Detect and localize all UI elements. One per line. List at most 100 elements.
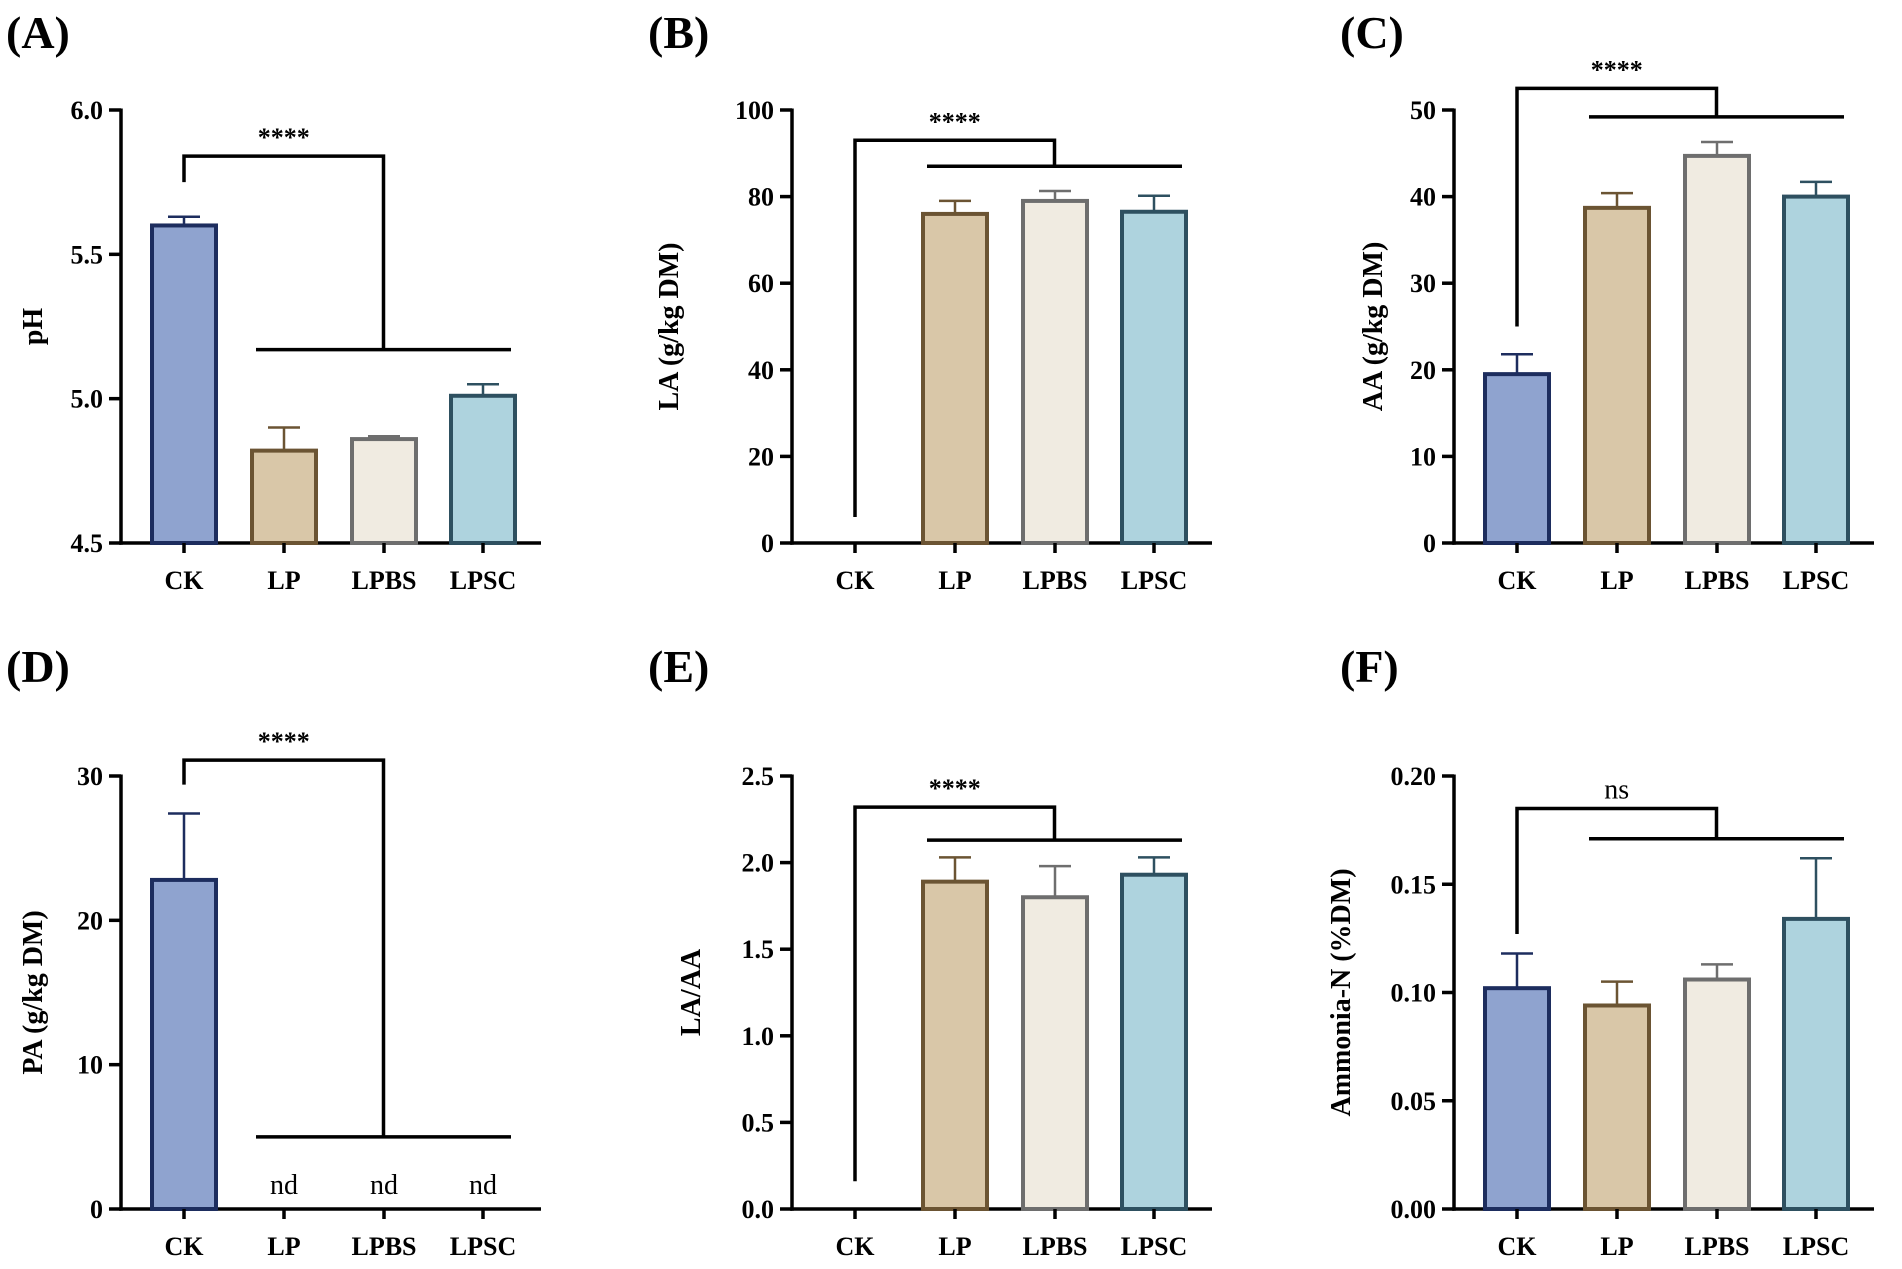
bar-lp — [921, 879, 989, 1211]
y-tick-label: 0.00 — [1391, 1195, 1437, 1224]
y-tick-label: 0 — [90, 1195, 103, 1224]
panel-label: (D) — [6, 641, 70, 692]
panel-f: (F) 0.00 0.05 0.10 0.15 0.20 Ammonia-N (%DM) CK… — [1326, 641, 1874, 1261]
y-axis-title: pH — [18, 308, 49, 346]
y-tick-label: 20 — [748, 442, 774, 471]
x-tick-label: CK — [165, 1232, 205, 1261]
y-tick-label: 2.5 — [742, 762, 775, 791]
y-tick-label: 1.0 — [742, 1022, 775, 1051]
significance-label: ns — [1604, 774, 1629, 805]
y-tick-label: 60 — [748, 269, 774, 298]
y-tick-label: 0 — [761, 529, 774, 558]
bar-lpsc — [1120, 872, 1188, 1211]
y-tick-label: 20 — [1410, 356, 1436, 385]
significance-label: **** — [258, 123, 310, 152]
x-tick-label: LPSC — [1121, 566, 1187, 595]
x-tick-label: LP — [1600, 566, 1633, 595]
x-tick-label: LPBS — [1022, 1232, 1087, 1261]
significance-bracket — [853, 138, 1057, 518]
y-tick-label: 1.5 — [742, 935, 775, 964]
y-axis-title: LA (g/kg DM) — [654, 243, 685, 411]
panel-label: (A) — [6, 7, 70, 58]
y-tick-label: 100 — [735, 96, 774, 125]
significance-label: **** — [929, 107, 981, 136]
y-tick-label: 0.5 — [742, 1108, 775, 1137]
y-tick-label: 5.5 — [71, 240, 104, 269]
significance-label: **** — [929, 774, 981, 803]
x-tick-label: CK — [836, 1232, 876, 1261]
nd-label: nd — [370, 1170, 398, 1201]
panel-label: (C) — [1340, 7, 1404, 58]
bar-lpbs — [1683, 153, 1751, 545]
y-tick-label: 0.20 — [1391, 762, 1437, 791]
significance-bracket — [853, 805, 1057, 1182]
bar-ck — [150, 877, 218, 1211]
bar-lp — [1583, 205, 1651, 545]
panel-label: (F) — [1340, 641, 1399, 692]
x-tick-label: LPBS — [351, 566, 416, 595]
y-tick-label: 40 — [748, 356, 774, 385]
x-tick-label: LP — [1600, 1232, 1633, 1261]
y-tick-label: 80 — [748, 183, 774, 212]
y-tick-label: 40 — [1410, 183, 1436, 212]
panel-label: (B) — [648, 7, 709, 58]
bar-lp — [921, 211, 989, 545]
nd-label: nd — [469, 1170, 497, 1201]
y-tick-label: 20 — [77, 906, 103, 935]
significance-label: **** — [258, 727, 310, 756]
bar-lpbs — [1021, 198, 1089, 545]
bar-lp — [1583, 1003, 1651, 1211]
x-tick-label: CK — [1498, 1232, 1538, 1261]
bar-lp — [250, 448, 318, 546]
y-tick-label: 0.10 — [1391, 979, 1437, 1008]
x-tick-label: LPSC — [1783, 1232, 1849, 1261]
x-tick-label: LPBS — [1684, 1232, 1749, 1261]
y-tick-label: 0.05 — [1391, 1087, 1437, 1116]
y-tick-label: 0 — [1423, 529, 1436, 558]
y-tick-label: 10 — [1410, 442, 1436, 471]
x-tick-label: LPSC — [1121, 1232, 1187, 1261]
bar-lpsc — [1782, 194, 1850, 545]
panel-e: (E) 0.0 0.5 1.0 1.5 2.0 2.5 LA/AA CK LP LPBS LPSC **… — [648, 641, 1212, 1261]
y-axis-title: LA/AA — [676, 948, 707, 1036]
panel-b: (B) 0 20 40 60 80 100 LA (g/kg DM) CK LP LPBS LPSC *… — [648, 7, 1212, 595]
bar-ck — [150, 223, 218, 545]
panel-label: (E) — [648, 641, 709, 692]
bar-lpsc — [1782, 916, 1850, 1211]
x-tick-label: LPSC — [1783, 566, 1849, 595]
x-tick-label: LP — [267, 566, 300, 595]
bar-lpsc — [449, 393, 517, 545]
panel-c: (C) 0 10 20 30 40 50 AA (g/kg DM) CK LP LPBS LPSC **… — [1340, 7, 1874, 595]
significance-bracket — [1515, 806, 1719, 935]
panel-d: (D) 0 10 20 30 PA (g/kg DM) CK LP LPBS LPSC nd nd nd… — [6, 641, 541, 1261]
x-tick-label: CK — [836, 566, 876, 595]
x-tick-label: LP — [938, 1232, 971, 1261]
panel-a: (A) 4.5 5.0 5.5 6.0 pH CK LP LPBS LPSC **** — [6, 7, 541, 595]
y-axis-title: Ammonia-N (%DM) — [1326, 868, 1357, 1116]
bar-lpbs — [1021, 895, 1089, 1211]
y-tick-label: 4.5 — [71, 529, 104, 558]
y-axis-title: PA (g/kg DM) — [18, 910, 49, 1074]
significance-bracket — [182, 154, 386, 350]
bar-lpbs — [1683, 977, 1751, 1212]
y-tick-label: 0.15 — [1391, 870, 1437, 899]
y-tick-label: 30 — [77, 762, 103, 791]
significance-label: **** — [1591, 55, 1643, 84]
y-tick-label: 5.0 — [71, 385, 104, 414]
bar-ck — [1483, 372, 1551, 545]
y-axis-title: AA (g/kg DM) — [1358, 242, 1389, 412]
x-tick-label: LPBS — [351, 1232, 416, 1261]
y-tick-label: 6.0 — [71, 96, 104, 125]
significance-bracket — [182, 758, 386, 1137]
x-tick-label: LPSC — [450, 1232, 516, 1261]
y-tick-label: 50 — [1410, 96, 1436, 125]
y-tick-label: 30 — [1410, 269, 1436, 298]
x-tick-label: LPBS — [1022, 566, 1087, 595]
nd-label: nd — [270, 1170, 298, 1201]
x-tick-label: CK — [1498, 566, 1538, 595]
y-tick-label: 0.0 — [742, 1195, 775, 1224]
bar-ck — [1483, 986, 1551, 1211]
significance-bracket — [1515, 86, 1719, 327]
y-tick-label: 10 — [77, 1051, 103, 1080]
